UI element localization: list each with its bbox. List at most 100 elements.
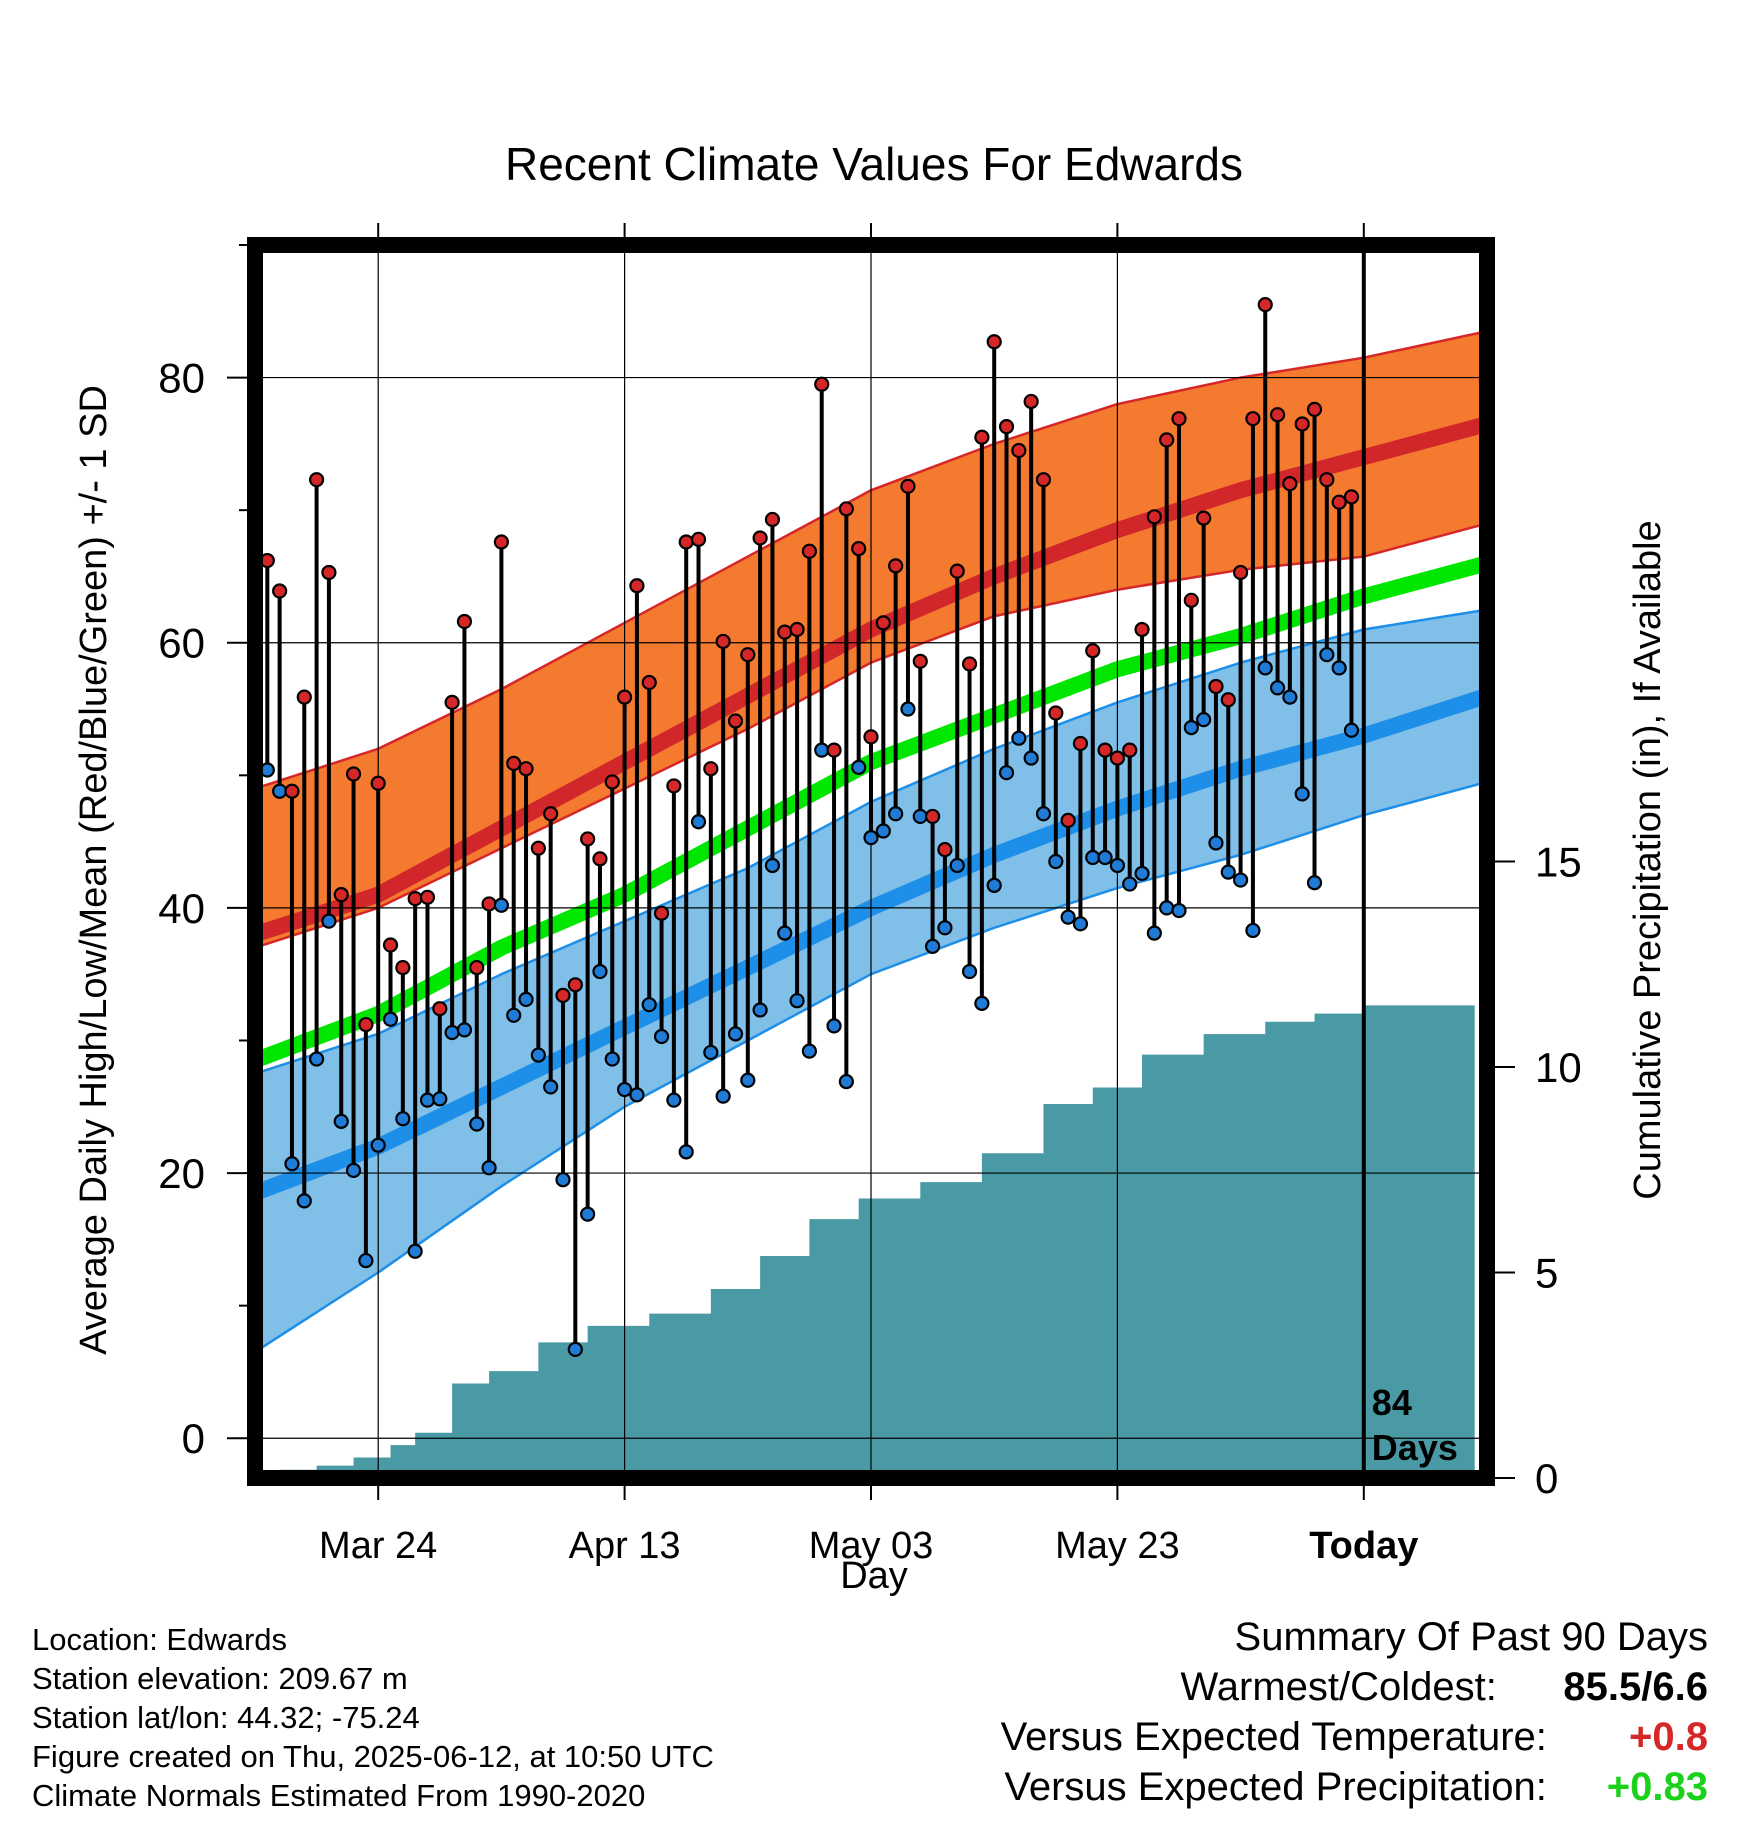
daily-high-point (838, 501, 854, 517)
daily-low-point (407, 1243, 423, 1259)
y-axis-label: Average Daily High/Low/Mean (Red/Blue/Gr… (73, 385, 115, 1355)
daily-low-point (370, 1137, 386, 1153)
daily-high-point (604, 774, 620, 790)
daily-low-point (1072, 916, 1089, 932)
daily-low-point (1011, 730, 1027, 746)
daily-low-point (530, 1047, 546, 1063)
daily-high-point (456, 613, 473, 630)
daily-high-point (382, 937, 399, 953)
x-tick-label: Apr 13 (569, 1525, 681, 1567)
daily-high-point (1208, 678, 1224, 695)
daily-high-point (345, 766, 362, 782)
daily-high-point (1159, 432, 1175, 448)
daily-low-point (444, 1024, 460, 1041)
daily-low-point (715, 1088, 731, 1104)
daily-low-point (333, 1113, 349, 1129)
precip-anomaly-label: Versus Expected Precipitation: (1004, 1765, 1547, 1809)
daily-low-point (321, 913, 337, 929)
precip-anomaly-value: +0.83 (1606, 1765, 1708, 1809)
daily-low-point (924, 938, 941, 954)
daily-high-point (801, 543, 818, 559)
daily-high-point (358, 1016, 374, 1033)
daily-high-point (1122, 742, 1138, 758)
daily-high-point (1011, 442, 1027, 459)
daily-high-point (481, 896, 497, 912)
daily-low-point (481, 1160, 497, 1176)
daily-low-point (345, 1162, 362, 1179)
temp-anomaly-value: +0.8 (1629, 1715, 1708, 1759)
daily-high-point (1319, 472, 1335, 488)
daily-high-point (395, 959, 411, 976)
station-info: Location: Edwards Station elevation: 209… (32, 1620, 714, 1815)
daily-high-point (1196, 510, 1212, 526)
daily-high-point (986, 334, 1002, 350)
daily-low-point (1196, 712, 1212, 728)
today-days-count: 84 (1372, 1382, 1412, 1423)
daily-high-point (703, 761, 719, 777)
daily-low-point (826, 1018, 842, 1034)
daily-high-point (900, 478, 916, 494)
daily-high-point (309, 472, 325, 488)
daily-high-point (1023, 393, 1039, 410)
daily-high-point (333, 887, 349, 903)
daily-high-point (592, 851, 608, 867)
daily-high-point (690, 531, 707, 547)
daily-low-point (937, 920, 953, 936)
daily-low-point (1048, 853, 1064, 870)
daily-high-point (1097, 742, 1113, 758)
daily-low-point (814, 742, 830, 758)
daily-high-point (740, 647, 756, 663)
daily-high-point (518, 761, 534, 777)
daily-high-point (641, 674, 657, 691)
daily-low-point (419, 1092, 436, 1108)
precip-anomaly-row: Versus Expected Precipitation: +0.83 (1001, 1762, 1708, 1812)
daily-low-point (863, 830, 879, 846)
climate-chart: Recent Climate Values For Edwards 84Days… (73, 138, 1669, 1597)
daily-low-point (752, 1002, 768, 1018)
daily-low-point (272, 783, 288, 799)
today-days-label: Days (1372, 1427, 1458, 1468)
daily-high-point (543, 806, 559, 822)
daily-low-point (1146, 925, 1162, 941)
y2-tick-label: 15 (1535, 839, 1582, 886)
daily-high-point (777, 624, 793, 640)
daily-high-point (789, 621, 805, 638)
daily-low-point (1343, 722, 1360, 738)
summary-panel: Summary Of Past 90 Days Warmest/Coldest:… (1001, 1612, 1708, 1812)
x-tick-label: Mar 24 (319, 1525, 437, 1567)
daily-high-point (407, 891, 423, 907)
daily-high-point (629, 578, 645, 594)
daily-low-point (1319, 647, 1335, 663)
x-tick-label: Today (1309, 1525, 1418, 1567)
daily-high-point (432, 1001, 448, 1017)
daily-high-point (1282, 476, 1298, 492)
daily-low-point (740, 1072, 756, 1088)
daily-high-point (1343, 489, 1360, 505)
x-tick-label: May 03 (809, 1525, 934, 1567)
daily-low-point (998, 765, 1015, 781)
y-tick-label: 80 (158, 355, 205, 402)
daily-high-point (974, 429, 990, 445)
normals-text: Climate Normals Estimated From 1990-2020 (32, 1778, 646, 1813)
daily-high-point (616, 689, 633, 705)
daily-low-point (1171, 902, 1187, 919)
daily-low-point (1245, 922, 1261, 939)
daily-low-point (567, 1341, 583, 1357)
daily-high-point (814, 376, 830, 392)
summary-heading: Summary Of Past 90 Days (1234, 1615, 1708, 1659)
daily-high-point (1245, 411, 1261, 427)
daily-high-point (715, 633, 731, 650)
daily-high-point (1035, 472, 1052, 488)
daily-high-point (370, 775, 386, 791)
daily-high-point (653, 905, 670, 921)
daily-high-point (1048, 705, 1064, 721)
y-tick-label: 20 (158, 1150, 205, 1197)
daily-low-point (382, 1011, 399, 1027)
daily-high-point (506, 755, 522, 771)
daily-low-point (580, 1206, 596, 1222)
daily-low-point (1023, 750, 1039, 766)
precipitation-area (279, 1005, 1475, 1478)
daily-high-point (1294, 416, 1310, 432)
daily-high-point (567, 977, 583, 993)
